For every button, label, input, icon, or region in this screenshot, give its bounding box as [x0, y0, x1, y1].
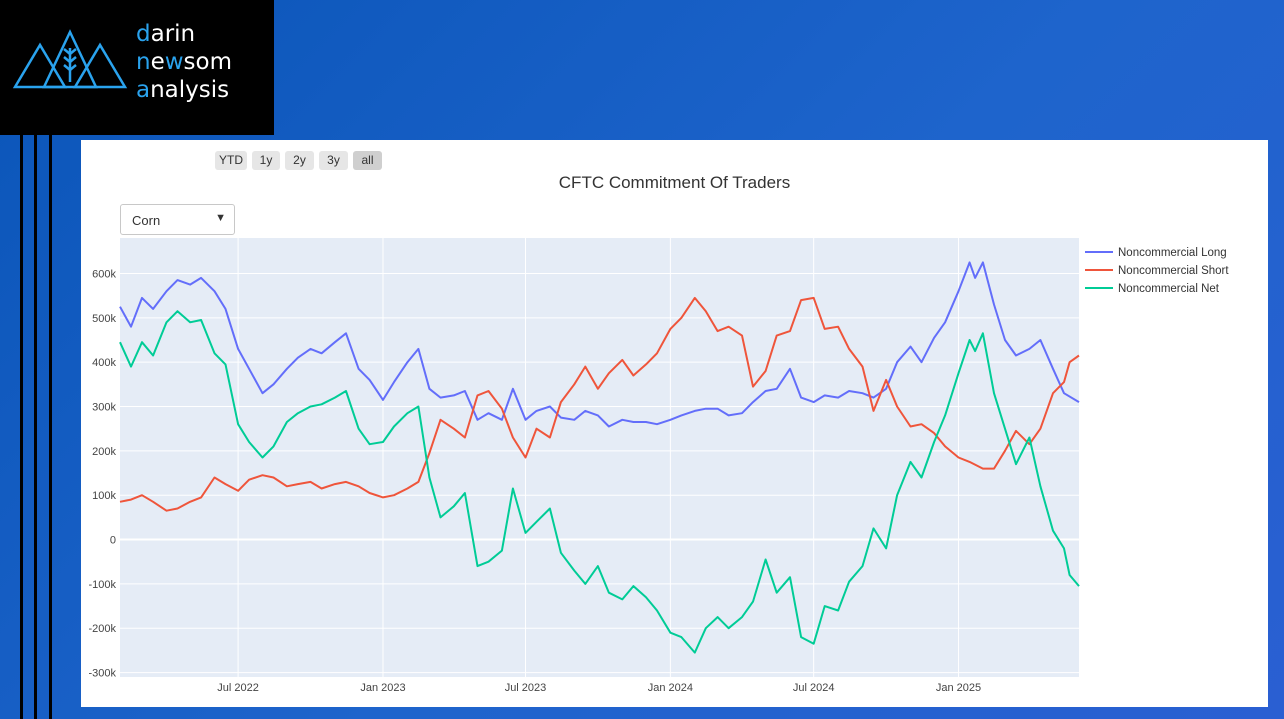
y-tick-label: 200k: [92, 446, 116, 458]
y-tick-label: -100k: [88, 579, 116, 591]
range-button-2y[interactable]: 2y: [285, 151, 314, 170]
chart-panel: YTD 1y 2y 3y all CFTC Commitment Of Trad…: [81, 140, 1268, 707]
legend: Noncommercial Long Noncommercial Short Non…: [1085, 247, 1229, 295]
triangle-down-icon: ▼: [215, 212, 226, 224]
commodity-dropdown[interactable]: Corn ▼: [120, 204, 235, 235]
legend-label: Noncommercial Short: [1118, 265, 1229, 277]
x-tick-labels: Jul 2022 Jan 2023 Jul 2023 Jan 2024 Jul 2024…: [217, 682, 981, 694]
x-tick-label: Jan 2024: [648, 682, 693, 694]
x-tick-label: Jan 2023: [360, 682, 405, 694]
y-tick-label: 400k: [92, 357, 116, 369]
range-button-ytd[interactable]: YTD: [215, 151, 247, 170]
x-tick-label: Jul 2024: [793, 682, 835, 694]
line-chart: 600k 500k 400k 300k 200k 100k 0 -100k -200k -300k…: [88, 238, 1229, 694]
logo-text: darin newsom analysis: [136, 21, 233, 103]
range-button-1y[interactable]: 1y: [252, 151, 280, 170]
series-line-2: [119, 310, 1080, 654]
decor-bar: [34, 135, 37, 719]
range-button-3y[interactable]: 3y: [319, 151, 348, 170]
series-line-1: [119, 296, 1080, 512]
legend-item-1[interactable]: Noncommercial Short: [1085, 265, 1229, 277]
series-lines: [119, 261, 1080, 654]
x-tick-label: Jan 2025: [936, 682, 981, 694]
decor-bar: [49, 135, 52, 719]
legend-item-2[interactable]: Noncommercial Net: [1085, 283, 1220, 295]
logo: darin newsom analysis: [0, 0, 274, 135]
y-tick-label: 100k: [92, 490, 116, 502]
y-tick-labels: 600k 500k 400k 300k 200k 100k 0 -100k -200k -300k: [88, 268, 116, 679]
y-tick-label: 0: [110, 535, 116, 547]
decor-bar: [20, 135, 23, 719]
legend-item-0[interactable]: Noncommercial Long: [1085, 247, 1227, 259]
legend-label: Noncommercial Long: [1118, 247, 1227, 259]
x-tick-label: Jul 2023: [505, 682, 547, 694]
range-button-all[interactable]: all: [353, 151, 382, 170]
mountain-wheat-icon: [12, 29, 128, 89]
y-tick-label: 600k: [92, 268, 116, 280]
plot-background: [120, 238, 1079, 677]
y-tick-label: -300k: [88, 668, 116, 680]
y-tick-label: 300k: [92, 402, 116, 414]
legend-label: Noncommercial Net: [1118, 283, 1220, 295]
dropdown-value: Corn: [132, 213, 161, 228]
chart-title: CFTC Commitment Of Traders: [558, 173, 791, 192]
y-tick-label: 500k: [92, 313, 116, 325]
grid: [120, 238, 1079, 677]
y-tick-label: -200k: [88, 623, 116, 635]
x-tick-label: Jul 2022: [217, 682, 259, 694]
series-line-0: [119, 261, 1080, 428]
